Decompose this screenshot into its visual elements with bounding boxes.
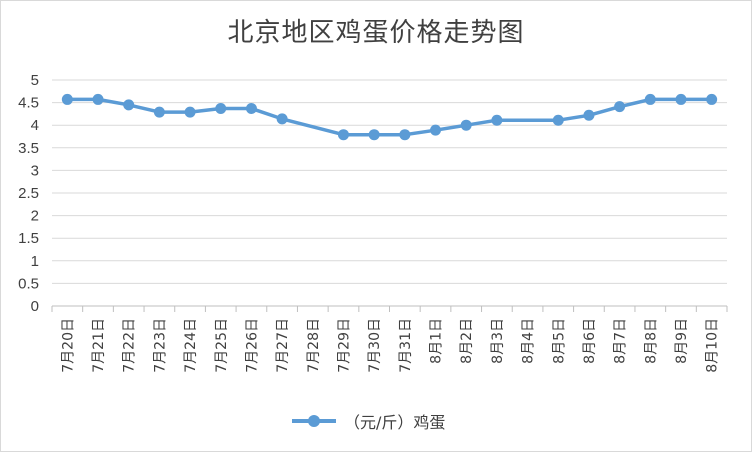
data-point <box>675 93 687 105</box>
data-point <box>644 93 656 105</box>
legend-marker <box>292 409 336 433</box>
x-tick-label: 8月2日 <box>459 318 475 364</box>
data-point <box>368 129 380 141</box>
x-tick-label: 8月6日 <box>582 318 598 364</box>
y-axis: 0 0.5 1 1.5 2 2.5 3 3.5 4 4.5 5 <box>18 72 39 315</box>
y-tick-label: 1.5 <box>18 230 39 247</box>
data-point <box>552 114 564 126</box>
data-point <box>491 114 503 126</box>
data-point <box>123 99 135 111</box>
x-tick-label: 8月4日 <box>521 318 537 364</box>
grid-lines <box>52 79 727 307</box>
data-point <box>61 93 73 105</box>
x-tick-label: 8月3日 <box>490 318 506 364</box>
legend: （元/斤）鸡蛋 <box>292 408 445 434</box>
data-point <box>430 124 442 136</box>
data-series <box>61 93 718 141</box>
data-point <box>583 109 595 121</box>
data-point <box>460 119 472 131</box>
legend-label: （元/斤）鸡蛋 <box>344 413 446 432</box>
data-point <box>92 93 104 105</box>
data-point <box>399 129 411 141</box>
x-tick-label: 7月24日 <box>183 318 199 373</box>
x-tick-label: 8月5日 <box>551 318 567 364</box>
x-tick-label: 7月20日 <box>60 318 76 373</box>
y-tick-label: 5 <box>31 72 39 89</box>
y-tick-label: 1 <box>31 253 39 270</box>
data-point <box>215 102 227 114</box>
y-tick-label: 0 <box>31 298 39 315</box>
data-point <box>706 93 718 105</box>
x-tick-label: 8月10日 <box>705 318 721 373</box>
data-point <box>153 106 165 118</box>
x-axis: 7月20日 7月21日 7月22日 7月23日 7月24日 7月25日 7月26日 7月27日… <box>51 306 728 373</box>
y-tick-label: 3 <box>31 162 39 179</box>
y-tick-label: 4 <box>31 117 39 134</box>
x-tick-label: 7月31日 <box>398 318 414 373</box>
x-tick-label: 8月7日 <box>613 318 629 364</box>
x-tick-label: 7月28日 <box>306 318 322 373</box>
chart-title: 北京地区鸡蛋价格走势图 <box>227 18 525 48</box>
x-tick-label: 8月1日 <box>429 318 445 364</box>
y-tick-label: 3.5 <box>18 140 39 157</box>
x-tick-label: 7月21日 <box>91 318 107 373</box>
x-tick-label: 7月26日 <box>244 318 260 373</box>
x-tick-label: 7月25日 <box>214 318 230 373</box>
x-tick-label: 7月27日 <box>275 318 291 373</box>
y-tick-label: 2 <box>31 208 39 225</box>
data-point <box>337 129 349 141</box>
x-tick-label: 7月29日 <box>336 318 352 373</box>
data-point <box>245 102 257 114</box>
x-tick-label: 7月23日 <box>152 318 168 373</box>
x-tick-label: 8月9日 <box>674 318 690 364</box>
y-tick-label: 4.5 <box>18 95 39 112</box>
data-point <box>184 106 196 118</box>
y-tick-label: 0.5 <box>18 275 39 292</box>
x-tick-label: 7月30日 <box>367 318 383 373</box>
data-point <box>614 101 626 113</box>
x-tick-label: 7月22日 <box>122 318 138 373</box>
y-tick-label: 2.5 <box>18 185 39 202</box>
data-point <box>276 113 288 125</box>
x-tick-label: 8月8日 <box>643 318 659 364</box>
